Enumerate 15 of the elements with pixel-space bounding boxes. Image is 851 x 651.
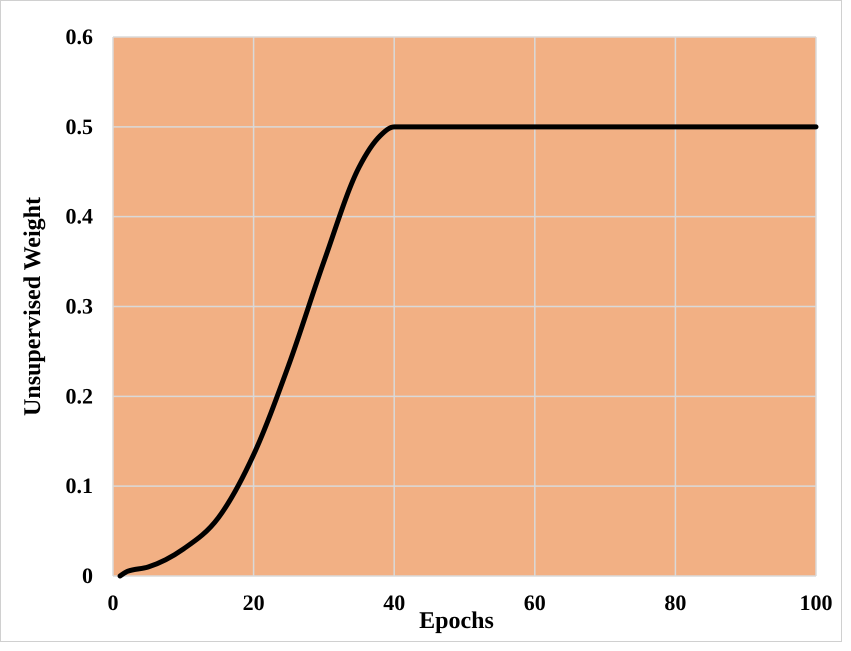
x-tick-label: 80 bbox=[664, 590, 686, 615]
x-tick-label: 60 bbox=[524, 590, 546, 615]
y-tick-label: 0.6 bbox=[66, 24, 93, 49]
y-tick-label: 0.5 bbox=[66, 114, 93, 139]
y-axis-title: Unsupervised Weight bbox=[20, 197, 46, 416]
x-axis-title: Epochs bbox=[419, 608, 494, 634]
y-tick-label: 0.4 bbox=[66, 204, 93, 229]
x-tick-label: 20 bbox=[242, 590, 265, 615]
y-tick-label: 0.2 bbox=[66, 383, 93, 408]
y-tick-label: 0.1 bbox=[66, 473, 93, 498]
x-tick-label: 100 bbox=[800, 590, 832, 615]
y-tick-label: 0 bbox=[82, 563, 93, 588]
y-tick-label: 0.3 bbox=[66, 294, 93, 318]
x-tick-label: 0 bbox=[108, 590, 118, 615]
x-tick-label: 40 bbox=[383, 590, 406, 615]
